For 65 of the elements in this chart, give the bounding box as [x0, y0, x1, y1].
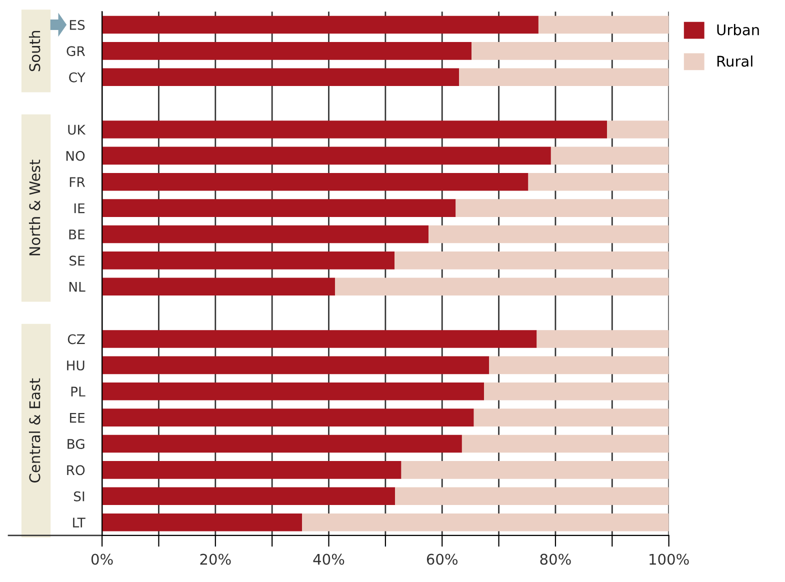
bar	[102, 356, 490, 374]
bar	[550, 146, 669, 165]
text: Central & East	[28, 378, 40, 482]
y-tick-label: IE	[74, 203, 85, 214]
bar	[528, 172, 669, 191]
bar	[102, 42, 472, 60]
bar	[459, 68, 669, 86]
y-tick-label: BG	[68, 438, 84, 449]
bar	[538, 16, 669, 34]
bar	[102, 434, 462, 453]
y-tick-label: HU	[67, 360, 84, 370]
y-tick-label: FR	[70, 177, 86, 187]
bar	[102, 68, 460, 86]
x-tick-label: 40%	[313, 554, 344, 565]
y-tick-label: SI	[74, 491, 84, 502]
bar	[462, 434, 669, 453]
y-tick-label: SE	[70, 256, 85, 266]
bar	[102, 278, 335, 296]
bar	[474, 408, 669, 426]
bar	[456, 199, 669, 217]
y-tick-label: ES	[70, 20, 85, 30]
y-tick-label: CY	[69, 72, 86, 82]
legend-label: Urban	[717, 24, 759, 36]
bar	[334, 278, 669, 296]
bar	[102, 330, 537, 348]
y-tick-label: UK	[68, 124, 86, 135]
y-tick-label: CZ	[68, 334, 85, 344]
y-tick-label: GR	[66, 46, 86, 56]
bar	[102, 172, 528, 191]
y-tick-label: LT	[73, 518, 86, 528]
bar	[302, 513, 669, 532]
bar	[401, 461, 669, 479]
x-tick-label: 80%	[540, 554, 571, 565]
x-tick-label: 20%	[200, 554, 231, 565]
bar	[395, 487, 669, 506]
x-tick-label: 60%	[426, 554, 458, 565]
bar	[394, 252, 669, 270]
y-tick-label: EE	[70, 412, 85, 423]
bar	[428, 225, 669, 244]
bar	[607, 120, 669, 138]
bar	[484, 382, 669, 400]
bar	[102, 252, 395, 270]
bar	[536, 330, 669, 348]
bar	[102, 513, 302, 532]
bar	[102, 146, 551, 165]
text: South	[28, 30, 40, 72]
bar	[102, 461, 402, 479]
bar	[102, 199, 456, 217]
bar	[102, 120, 608, 138]
bar	[102, 487, 396, 506]
x-tick-label: 100%	[650, 554, 689, 565]
text: North & West	[28, 160, 40, 256]
legend-label: Rural	[717, 55, 752, 67]
x-tick-label: 0%	[91, 554, 113, 565]
bar	[102, 382, 484, 400]
y-tick-label: NO	[66, 150, 85, 161]
bar	[102, 225, 429, 244]
bar	[102, 408, 474, 426]
y-tick-label: NL	[69, 282, 86, 292]
y-tick-label: PL	[71, 386, 86, 396]
y-tick-label: BE	[69, 230, 85, 240]
bar	[489, 356, 669, 374]
y-tick-label: RO	[67, 465, 85, 476]
bar	[472, 42, 669, 60]
bar	[102, 16, 538, 34]
